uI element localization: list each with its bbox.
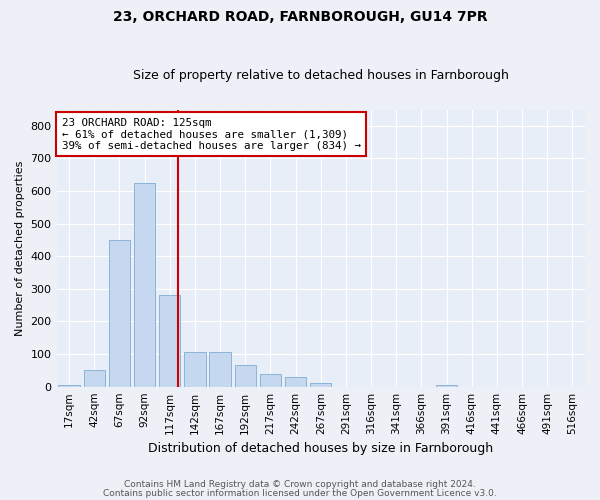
Text: 23, ORCHARD ROAD, FARNBOROUGH, GU14 7PR: 23, ORCHARD ROAD, FARNBOROUGH, GU14 7PR [113,10,487,24]
Bar [184,352,206,386]
X-axis label: Distribution of detached houses by size in Farnborough: Distribution of detached houses by size … [148,442,493,455]
Bar [260,374,281,386]
Y-axis label: Number of detached properties: Number of detached properties [15,160,25,336]
Text: 23 ORCHARD ROAD: 125sqm
← 61% of detached houses are smaller (1,309)
39% of semi: 23 ORCHARD ROAD: 125sqm ← 61% of detache… [62,118,361,151]
Bar [134,183,155,386]
Bar [109,240,130,386]
Bar [436,385,457,386]
Bar [83,370,105,386]
Bar [159,296,181,386]
Bar [310,384,331,386]
Title: Size of property relative to detached houses in Farnborough: Size of property relative to detached ho… [133,69,509,82]
Bar [285,377,307,386]
Text: Contains HM Land Registry data © Crown copyright and database right 2024.: Contains HM Land Registry data © Crown c… [124,480,476,489]
Bar [209,352,231,386]
Bar [58,385,80,386]
Bar [235,366,256,386]
Text: Contains public sector information licensed under the Open Government Licence v3: Contains public sector information licen… [103,488,497,498]
